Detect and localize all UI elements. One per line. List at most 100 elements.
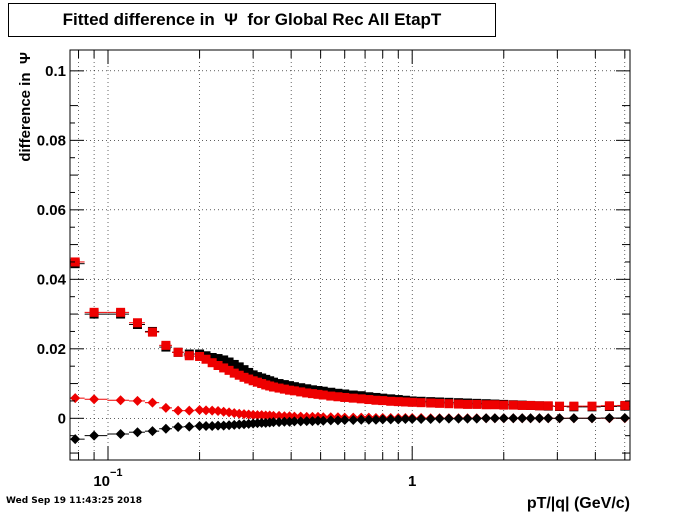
- data-point: [426, 398, 436, 408]
- data-point: [213, 354, 223, 364]
- data-point: [543, 401, 553, 411]
- data-point: [268, 417, 279, 428]
- y-tick-label: 0.08: [37, 132, 66, 149]
- data-point: [201, 420, 212, 431]
- x-axis-label: pT/|q| (GeV/c): [527, 495, 630, 512]
- data-point: [239, 365, 249, 375]
- x-tick-label: 10: [93, 473, 110, 490]
- data-point: [416, 398, 426, 408]
- data-point: [481, 413, 492, 424]
- data-point: [207, 353, 217, 362]
- data-point: [620, 400, 630, 410]
- data-point: [543, 413, 554, 424]
- y-tick-label: 0.1: [45, 63, 66, 80]
- data-point: [279, 416, 290, 427]
- timestamp: Wed Sep 19 11:43:25 2018: [6, 496, 143, 506]
- data-point: [289, 386, 299, 396]
- data-point: [194, 404, 205, 415]
- data-point: [444, 399, 454, 409]
- data-point: [604, 401, 614, 411]
- data-point: [284, 385, 294, 395]
- data-point: [301, 416, 312, 427]
- data-point: [340, 392, 350, 402]
- data-point: [318, 390, 328, 400]
- data-point: [568, 413, 579, 424]
- y-axis-label: difference in Ψ: [17, 52, 34, 162]
- data-point: [207, 405, 218, 416]
- data-point: [147, 426, 158, 437]
- data-point: [554, 413, 565, 424]
- data-point: [318, 415, 329, 426]
- data-point: [218, 420, 229, 431]
- data-point: [173, 347, 183, 357]
- data-point: [339, 415, 350, 426]
- data-point: [393, 414, 404, 425]
- data-point: [184, 405, 195, 416]
- data-point: [393, 397, 403, 407]
- y-tick-label: 0: [58, 410, 66, 427]
- data-point: [207, 358, 217, 368]
- data-point: [490, 400, 500, 410]
- data-point: [89, 394, 100, 405]
- data-point: [407, 397, 417, 407]
- data-point: [279, 384, 289, 394]
- data-point: [525, 413, 536, 424]
- data-point: [116, 307, 126, 317]
- data-point: [526, 400, 536, 410]
- data-point: [471, 413, 482, 424]
- data-point: [161, 340, 171, 350]
- axes: 0.1 0.08 0.06 0.04 0.02 0 10 −1 1: [37, 50, 630, 490]
- data-point: [481, 400, 491, 410]
- data-point: [234, 370, 244, 380]
- data-point: [269, 382, 279, 392]
- data-point: [201, 405, 212, 416]
- data-point: [472, 399, 482, 409]
- x-tick-label: 1: [408, 473, 416, 490]
- data-point: [569, 401, 579, 411]
- data-point: [284, 381, 294, 391]
- data-point: [534, 401, 544, 411]
- data-point: [224, 357, 234, 367]
- data-point: [160, 423, 171, 434]
- data-point: [385, 414, 396, 425]
- data-point: [435, 398, 445, 408]
- data-point: [462, 413, 473, 424]
- data-point: [416, 414, 427, 424]
- data-point: [508, 413, 519, 424]
- data-point: [207, 420, 218, 431]
- data-point: [377, 414, 388, 425]
- data-point: [508, 400, 518, 410]
- data-series: [70, 257, 630, 445]
- data-point: [348, 393, 358, 403]
- data-point: [587, 401, 597, 411]
- data-point: [363, 414, 374, 425]
- data-point: [89, 307, 99, 317]
- data-point: [400, 414, 411, 424]
- x-tick-label-exponent: −1: [110, 467, 123, 479]
- series-2: [70, 257, 630, 411]
- data-point: [295, 416, 306, 427]
- data-point: [326, 391, 336, 401]
- data-point: [184, 421, 195, 432]
- data-point: [173, 421, 184, 432]
- data-point: [555, 401, 565, 411]
- data-point: [274, 383, 284, 393]
- data-point: [356, 394, 366, 404]
- data-point: [325, 415, 336, 426]
- data-point: [279, 380, 289, 390]
- data-point: [115, 395, 126, 406]
- data-point: [407, 414, 418, 424]
- data-point: [425, 414, 436, 424]
- data-point: [302, 388, 312, 398]
- data-point: [70, 257, 80, 267]
- data-point: [70, 434, 81, 445]
- data-point: [132, 318, 142, 328]
- data-point: [463, 399, 473, 409]
- data-point: [274, 379, 284, 389]
- data-point: [234, 362, 244, 372]
- data-point: [296, 387, 306, 397]
- data-point: [279, 411, 290, 422]
- data-point: [332, 415, 343, 426]
- data-point: [239, 372, 249, 382]
